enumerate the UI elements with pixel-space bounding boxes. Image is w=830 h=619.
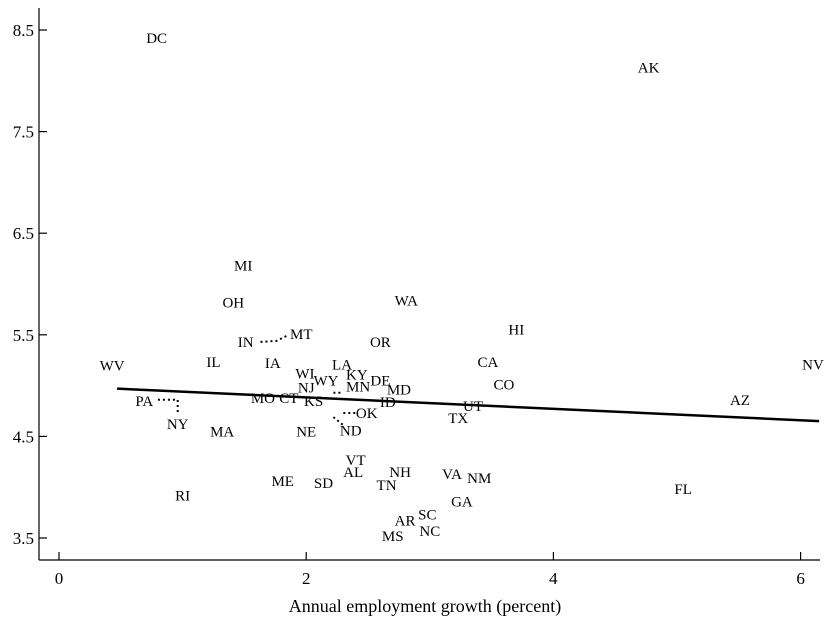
leader-line-in [260,333,290,343]
leader-line-nd [332,416,344,426]
point-md: MD [387,383,411,399]
point-ne: NE [296,424,316,440]
x-tick-label: 2 [302,569,311,588]
point-nc: NC [419,524,440,540]
point-hi: HI [508,323,524,339]
y-tick-label: 7.5 [13,123,34,142]
point-tx: TX [448,411,468,427]
point-mi: MI [234,259,252,275]
y-tick-label: 4.5 [13,427,34,446]
point-az: AZ [730,393,750,409]
y-tick-label: 6.5 [13,224,34,243]
trend-line-group [117,387,820,423]
data-points: DC AK MI OH WA HI MT IN OR WV IL IA LA CA NV WI KY WY DEMN… [100,31,824,545]
leader-line-pa [157,398,179,413]
x-axis-label: Annual employment growth (percent) [289,596,561,617]
point-al: AL [343,465,363,481]
point-ca: CA [477,355,498,371]
point-nh: NH [389,465,411,481]
point-ny: NY [167,417,189,433]
point-ma: MA [210,424,234,440]
point-mn: MN [346,380,370,396]
point-sd: SD [314,476,333,492]
leader-lines [157,333,356,426]
point-in: IN [238,335,254,351]
point-oh: OH [222,295,244,311]
point-ky: KY [346,367,368,383]
axes: 3.5 4.5 5.5 6.5 7.5 8.5 0 2 4 6 [13,8,820,588]
point-wi: WI [295,366,314,382]
point-va: VA [442,467,462,483]
point-wv: WV [100,358,125,374]
point-ak: AK [638,61,660,77]
point-nv: NV [802,357,824,373]
point-dc: DC [146,31,167,47]
y-tick-label: 3.5 [13,529,34,548]
point-la: LA [332,357,352,373]
point-tn: TN [377,478,397,494]
point-mt: MT [290,327,313,343]
point-vt: VT [346,453,366,469]
point-ks: KS [304,394,323,410]
point-pa: PA [135,394,153,410]
point-or: OR [370,335,391,351]
y-tick-label: 8.5 [13,21,34,40]
point-il: IL [206,355,220,371]
point-ct: CT [279,391,298,407]
point-me: ME [271,474,294,490]
point-co: CO [494,378,515,394]
x-tick-label: 4 [549,569,558,588]
point-nd: ND [340,423,362,439]
point-wy: WY [313,374,338,390]
point-de: DE [370,374,390,390]
point-ga: GA [451,494,473,510]
point-wa: WA [395,293,418,309]
point-id: ID [380,395,396,411]
x-tick-label: 6 [796,569,805,588]
point-ri: RI [175,488,190,504]
point-ia: IA [265,356,281,372]
point-ut: UT [463,399,483,415]
point-ms: MS [382,529,404,545]
trend-line [117,387,820,423]
point-nj: NJ [298,381,315,397]
point-sc: SC [418,508,436,524]
y-tick-label: 5.5 [13,326,34,345]
point-nm: NM [467,471,491,487]
point-fl: FL [674,482,692,498]
point-mo: MO [251,391,275,407]
point-ar: AR [395,514,416,530]
x-tick-label: 0 [55,569,64,588]
point-ok: OK [356,406,378,422]
